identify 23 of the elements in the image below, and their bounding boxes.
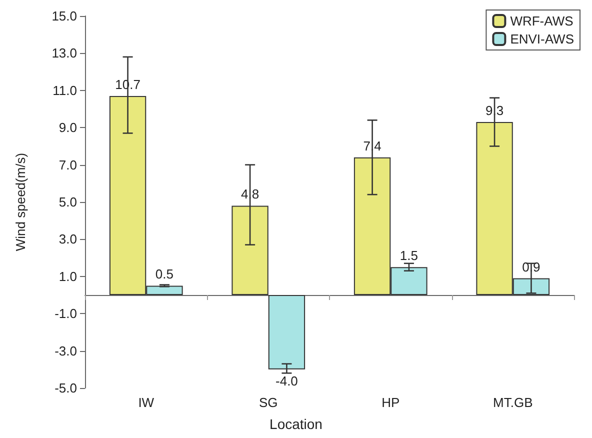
x-axis-title: Location [270, 416, 322, 432]
y-tick-label: 9.0 [58, 120, 77, 136]
y-tick-label: -3.0 [54, 343, 77, 358]
legend-label: ENVI-AWS [510, 32, 574, 46]
y-tick-label: 13.0 [52, 46, 77, 61]
y-tick-label: 3.0 [58, 232, 77, 247]
y-axis-title: Wind speed(m/s) [13, 152, 28, 252]
y-tick-label: 5.0 [58, 194, 77, 210]
y-tick-label: 1.0 [58, 268, 77, 284]
data-label: 0.5 [155, 266, 174, 282]
data-label: 1.5 [400, 248, 418, 264]
x-tick-label: SG [258, 395, 278, 410]
data-label: -4.0 [276, 373, 298, 388]
x-tick-label: IW [138, 395, 155, 410]
y-tick-label: 11.0 [52, 82, 77, 98]
y-tick-label: 15.0 [52, 8, 77, 24]
y-tick-label: -1.0 [54, 306, 77, 322]
x-tick-label: MT.GB [493, 395, 533, 410]
legend-label: WRF-AWS [510, 14, 574, 28]
x-tick-label: HP [382, 395, 400, 410]
y-tick-label: 7.0 [58, 157, 77, 172]
bar [268, 295, 306, 370]
y-tick-label: -5.0 [54, 380, 77, 396]
